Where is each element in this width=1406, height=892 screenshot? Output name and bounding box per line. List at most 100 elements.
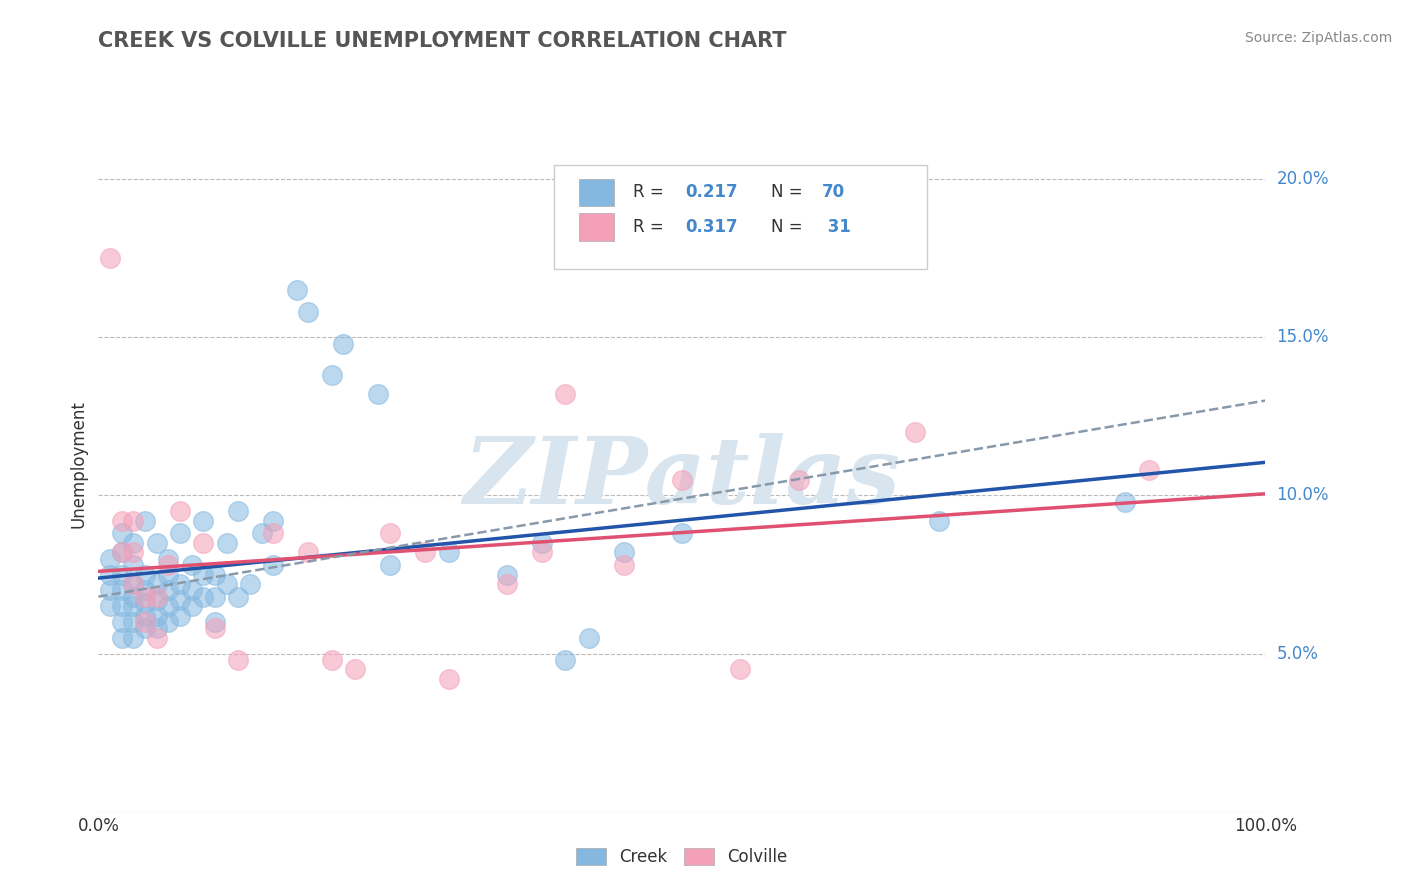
Point [204,615,226,629]
Point [671,526,693,541]
Point [111,567,134,582]
Point [134,583,156,598]
Text: R =: R = [633,219,669,236]
Point [612,558,634,572]
Point [228,590,250,604]
Point [111,545,134,559]
Text: 0.317: 0.317 [685,219,738,236]
Point [180,558,202,572]
Point [193,514,215,528]
Point [578,631,600,645]
Point [193,536,215,550]
Point [111,526,134,541]
Point [437,545,460,559]
Text: Source: ZipAtlas.com: Source: ZipAtlas.com [1244,31,1392,45]
Point [378,558,402,572]
Point [215,577,238,591]
Text: 15.0%: 15.0% [1277,328,1329,346]
Legend: Creek, Colville: Creek, Colville [569,841,794,873]
Text: 20.0%: 20.0% [1277,170,1329,188]
Point [1137,463,1160,477]
Y-axis label: Unemployment: Unemployment [69,400,87,528]
Point [285,283,308,297]
Point [193,567,215,582]
Point [122,536,145,550]
Point [122,577,145,591]
Point [134,608,156,623]
Point [262,526,284,541]
Point [157,583,180,598]
Text: 70: 70 [823,184,845,202]
Point [1114,495,1136,509]
Point [111,615,134,629]
Point [928,514,950,528]
Point [215,536,238,550]
Point [204,567,226,582]
Point [612,545,634,559]
Text: ZIPatlas: ZIPatlas [464,433,900,523]
Point [146,590,169,604]
Point [134,567,156,582]
Point [111,514,134,528]
Point [554,653,576,667]
Point [146,621,169,635]
Point [671,473,693,487]
Point [134,514,156,528]
Point [122,590,145,604]
FancyBboxPatch shape [579,178,614,206]
Point [378,526,402,541]
Point [98,583,121,598]
Text: 0.217: 0.217 [685,184,738,202]
Text: 5.0%: 5.0% [1277,645,1319,663]
Point [262,514,284,528]
Point [228,653,250,667]
Point [98,567,121,582]
Point [122,631,145,645]
Point [169,526,191,541]
Point [157,615,180,629]
FancyBboxPatch shape [579,213,614,241]
Point [413,545,436,559]
Point [204,621,226,635]
Point [180,583,202,598]
Point [344,662,367,676]
Point [157,567,180,582]
Point [111,545,134,559]
Point [297,545,319,559]
Point [321,653,343,667]
Point [146,592,169,607]
Point [367,387,389,401]
Point [437,672,460,686]
Point [904,425,927,440]
Point [122,514,145,528]
Point [157,551,180,566]
Point [730,662,752,676]
Point [122,545,145,559]
Point [98,551,121,566]
Text: 31: 31 [823,219,851,236]
Point [787,473,810,487]
Point [204,590,226,604]
Point [111,599,134,614]
Text: N =: N = [770,184,807,202]
Point [228,504,250,518]
Point [297,305,319,319]
Point [122,599,145,614]
Point [495,577,517,591]
Point [122,558,145,572]
Point [169,592,191,607]
Point [554,387,576,401]
Text: N =: N = [770,219,807,236]
Point [98,252,121,266]
Point [98,599,121,614]
Point [169,608,191,623]
Point [111,583,134,598]
Point [262,558,284,572]
Point [146,536,169,550]
Point [157,599,180,614]
Point [134,615,156,629]
Text: CREEK VS COLVILLE UNEMPLOYMENT CORRELATION CHART: CREEK VS COLVILLE UNEMPLOYMENT CORRELATI… [98,31,787,51]
Point [193,590,215,604]
Point [111,631,134,645]
FancyBboxPatch shape [554,165,927,269]
